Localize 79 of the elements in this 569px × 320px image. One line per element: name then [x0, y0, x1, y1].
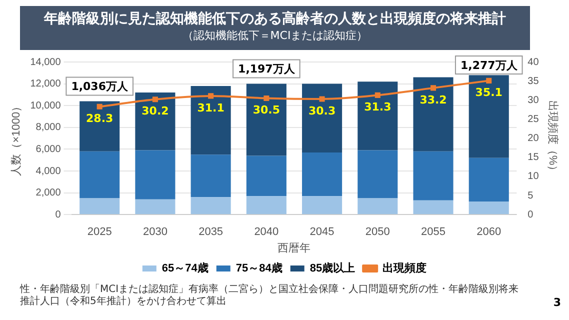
bar: [135, 150, 176, 200]
bar: [468, 75, 509, 158]
annotation: 1,197万人: [238, 62, 296, 76]
bar: [302, 152, 342, 196]
bar: [80, 101, 120, 152]
bar: [413, 151, 454, 200]
y-tick-label: 6,000: [36, 144, 62, 155]
bar: [135, 199, 176, 214]
bar: [302, 84, 342, 152]
chart-subtitle: （認知機能低下＝MCIまたは認知症）: [181, 28, 369, 43]
point: [152, 96, 158, 102]
y-tick-label: 2,000: [36, 188, 62, 199]
annotation: 1,036万人: [71, 80, 129, 94]
y-tick-label: 12,000: [30, 78, 62, 90]
y2-tick-label: 35: [528, 76, 540, 87]
bar: [358, 82, 398, 150]
bar: [246, 196, 286, 214]
x-tick-label: 2050: [365, 226, 390, 238]
point: [96, 104, 102, 110]
y-tick-label: 14,000: [30, 56, 62, 68]
y-axis-title: 人数（×1000）: [10, 100, 23, 176]
bar: [80, 198, 120, 214]
point: [430, 85, 436, 91]
bar: [468, 202, 509, 214]
point: [208, 93, 214, 99]
y2-tick-label: 30: [528, 94, 540, 106]
y2-tick-label: 40: [528, 56, 540, 68]
legend-label: 75～84歳: [236, 262, 282, 275]
x-tick-label: 2045: [310, 226, 334, 238]
data-label: 31.3: [364, 100, 392, 114]
y2-tick-label: 25: [528, 114, 540, 125]
bar: [413, 77, 454, 152]
x-tick-label: 2030: [142, 226, 168, 238]
bar: [358, 150, 398, 198]
point: [319, 96, 325, 102]
bar: [135, 92, 176, 150]
data-label: 30.5: [252, 104, 280, 117]
y-tick-label: 0: [55, 209, 62, 220]
point: [486, 78, 492, 84]
bar: [246, 84, 286, 156]
bar: [413, 200, 454, 214]
chart-title: 年齢階級別に見た認知機能低下のある高齢者の人数と出現頻度の将来推計: [42, 10, 507, 28]
x-tick-label: 2055: [421, 226, 446, 238]
point: [374, 92, 380, 98]
text: 性・年齢階級別「MCIまたは認知症」有病率（二宮ら）と国立社会保障・人口問題研究所の性・年齢階級別将来推計人口（令和5年推計）をかけ合わせて算出: [20, 284, 520, 308]
bar: [190, 86, 231, 155]
x-tick-label: 2040: [254, 226, 279, 238]
data-label: 30.3: [308, 104, 336, 118]
bar: [246, 156, 286, 196]
text: 3: [553, 296, 561, 309]
y-tick-label: 10,000: [30, 100, 62, 112]
bar: [358, 198, 398, 214]
x-tick-label: 2025: [87, 226, 112, 238]
legend-label: 65～74歳: [162, 262, 208, 275]
legend-label: 85歳以上: [310, 262, 356, 275]
data-label: 35.1: [475, 86, 502, 100]
data-label: 28.3: [86, 112, 114, 125]
y2-axis-title: 出現頻度（%）: [546, 100, 560, 176]
x-tick-label: 2035: [198, 226, 224, 238]
data-label: 33.2: [420, 93, 447, 106]
x-tick-label: 2060: [476, 226, 502, 238]
y2-tick-label: 20: [528, 133, 540, 144]
point: [264, 95, 270, 102]
data-label: 31.1: [197, 101, 224, 114]
annotation: 1,277万人: [460, 58, 518, 72]
bar: [80, 151, 120, 198]
bar: [302, 196, 342, 214]
legend-label: 出現頻度: [382, 262, 427, 275]
y-tick-label: 4,000: [36, 166, 62, 177]
y2-tick-label: 15: [528, 152, 540, 164]
y-tick-label: 8,000: [36, 122, 62, 134]
y2-tick-label: 0: [528, 209, 534, 220]
bar: [190, 197, 231, 214]
bar: [468, 158, 509, 202]
x-axis-title: 西暦年: [278, 242, 311, 254]
bar: [190, 154, 231, 198]
y2-tick-label: 10: [528, 171, 540, 182]
data-label: 30.2: [142, 104, 169, 118]
y2-tick-label: 5: [528, 190, 534, 202]
